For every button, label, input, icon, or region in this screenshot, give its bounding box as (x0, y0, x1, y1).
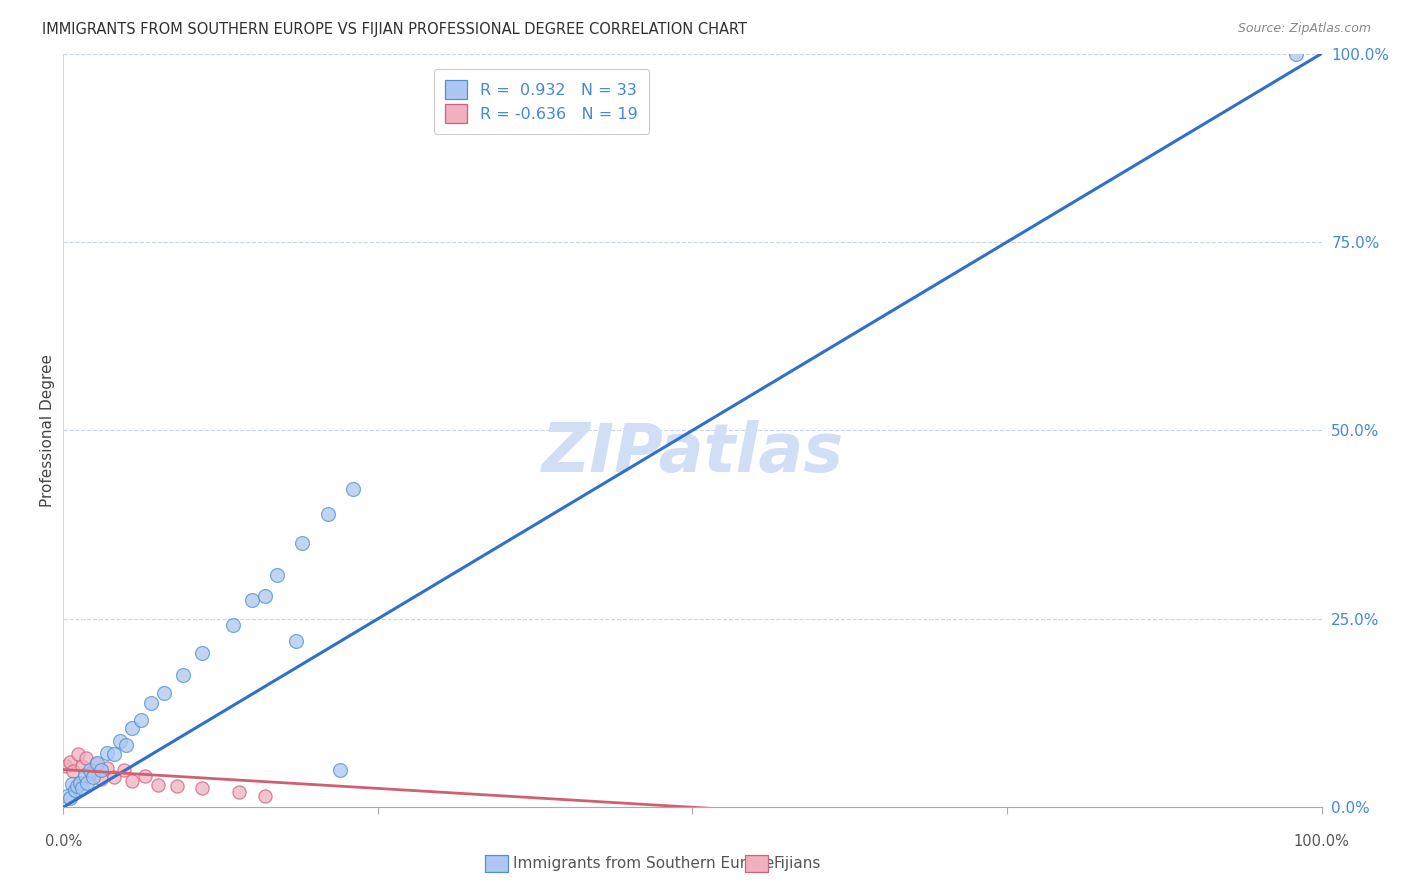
Point (329, 763, 352, 777)
Point (86, 756, 108, 770)
Point (70, 759, 93, 773)
Point (103, 770, 125, 784)
Text: Fijians: Fijians (773, 856, 821, 871)
Legend: R =  0.932   N = 33, R = -0.636   N = 19: R = 0.932 N = 33, R = -0.636 N = 19 (434, 69, 650, 134)
Point (190, 647, 212, 661)
Point (253, 589, 276, 603)
Point (285, 634, 308, 648)
Point (58, 755, 80, 769)
Point (134, 769, 156, 783)
Point (115, 738, 138, 752)
Point (82, 771, 104, 785)
Point (58, 790, 80, 805)
Point (90, 764, 112, 778)
Point (56, 789, 79, 804)
Point (67, 747, 90, 762)
Point (153, 686, 176, 700)
Point (266, 568, 288, 582)
Point (90, 772, 112, 786)
Y-axis label: Professional Degree: Professional Degree (39, 354, 55, 507)
Point (228, 785, 250, 799)
Point (121, 773, 143, 788)
Text: ZIPatlas: ZIPatlas (541, 420, 844, 486)
Point (316, 507, 339, 521)
Point (103, 747, 125, 761)
Point (112, 763, 135, 777)
Point (73, 767, 96, 781)
Point (63, 782, 86, 797)
Point (222, 618, 245, 632)
Point (76, 776, 98, 790)
Point (79, 764, 101, 778)
Point (75, 751, 97, 765)
Point (84, 756, 107, 771)
Text: 0.0%: 0.0% (45, 834, 82, 848)
Point (66, 779, 89, 793)
Point (166, 779, 188, 793)
Point (291, 535, 314, 549)
Point (1285, 46, 1308, 61)
Point (80, 766, 103, 780)
Point (129, 713, 152, 727)
Point (146, 778, 169, 792)
Point (70, 780, 93, 795)
Point (121, 722, 143, 736)
Point (55, 759, 77, 773)
Point (240, 593, 263, 607)
Point (190, 781, 212, 796)
Point (96, 761, 118, 775)
Text: Immigrants from Southern Europe: Immigrants from Southern Europe (513, 856, 775, 871)
Point (342, 482, 364, 496)
Point (141, 696, 163, 710)
Point (172, 668, 194, 682)
Point (96, 747, 118, 761)
Point (62, 764, 84, 778)
Point (69, 776, 91, 790)
Point (60, 777, 83, 791)
Point (108, 733, 131, 747)
Text: 100.0%: 100.0% (1294, 834, 1350, 848)
Text: Source: ZipAtlas.com: Source: ZipAtlas.com (1237, 22, 1371, 36)
Point (253, 789, 276, 803)
Text: IMMIGRANTS FROM SOUTHERN EUROPE VS FIJIAN PROFESSIONAL DEGREE CORRELATION CHART: IMMIGRANTS FROM SOUTHERN EUROPE VS FIJIA… (42, 22, 747, 37)
